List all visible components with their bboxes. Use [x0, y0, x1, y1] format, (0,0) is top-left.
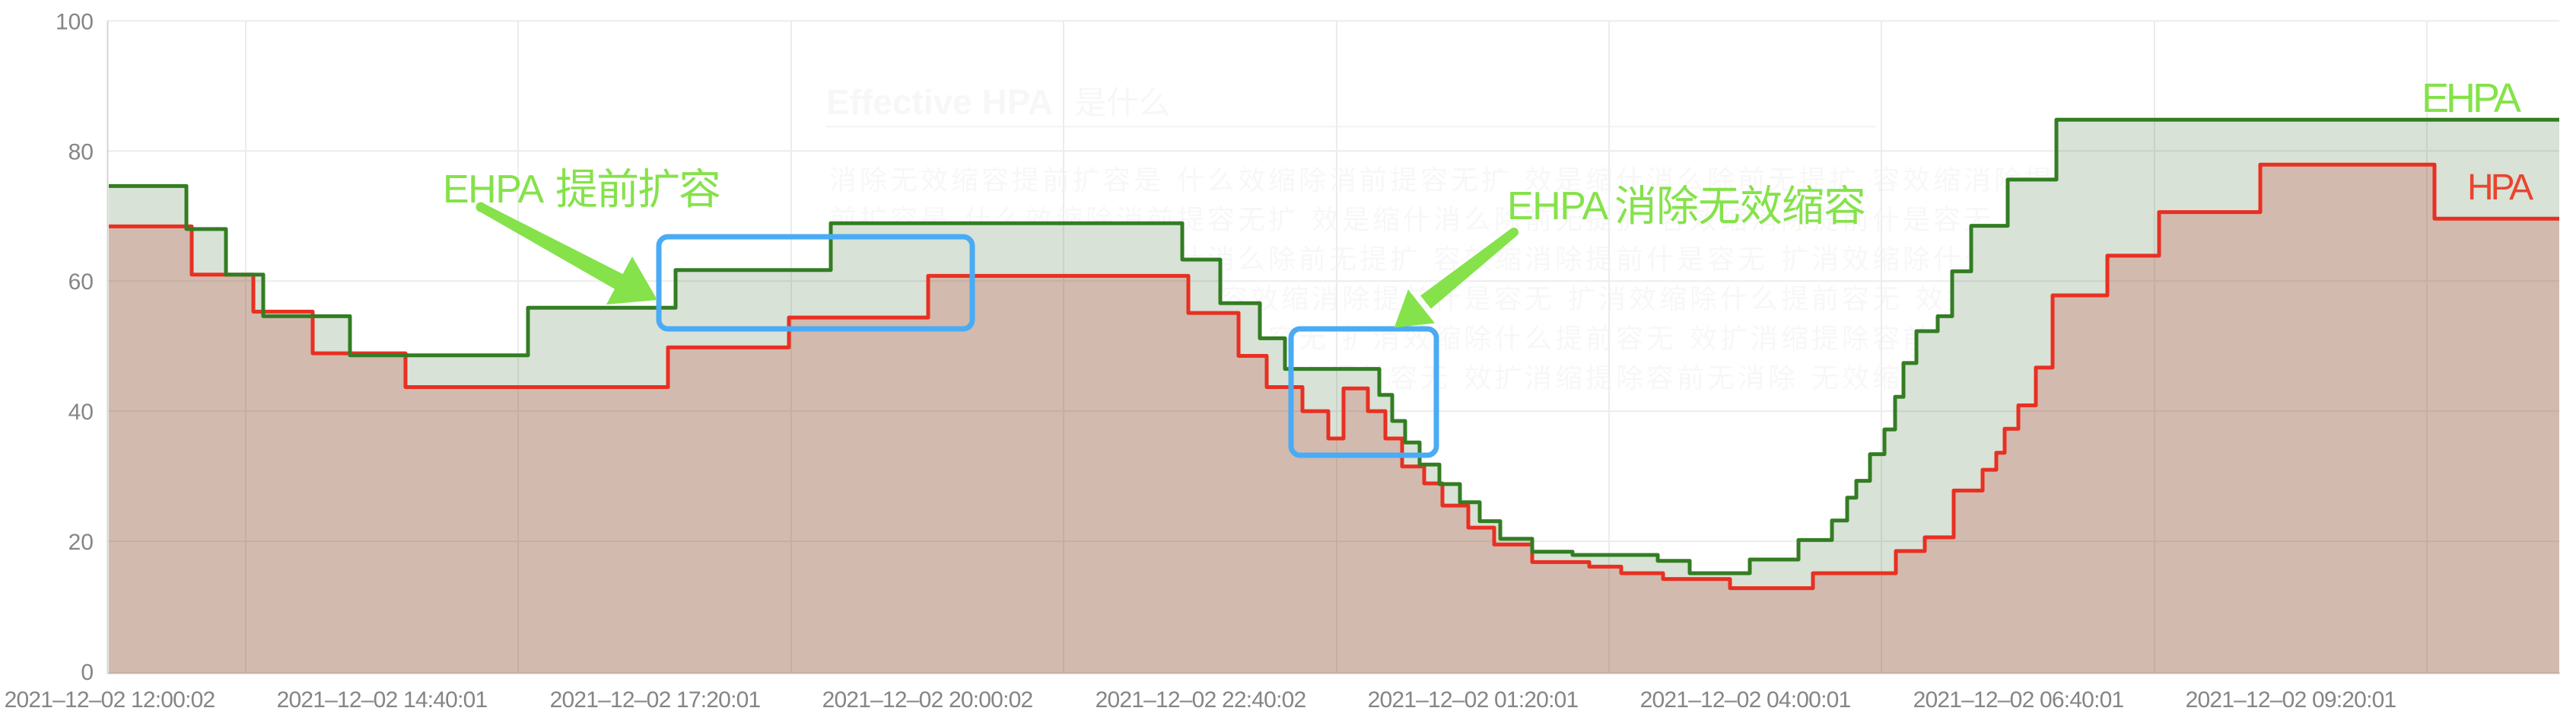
- svg-text:EHPA: EHPA: [443, 167, 545, 212]
- svg-text:20: 20: [68, 530, 94, 555]
- svg-text:2021–12–02 12:00:02: 2021–12–02 12:00:02: [5, 687, 215, 713]
- svg-text:EHPA: EHPA: [2422, 75, 2521, 121]
- svg-text:2021–12–02 09:20:01: 2021–12–02 09:20:01: [2186, 687, 2396, 713]
- svg-text:2021–12–02 06:40:01: 2021–12–02 06:40:01: [1913, 687, 2124, 713]
- svg-text:2021–12–02 20:00:02: 2021–12–02 20:00:02: [822, 687, 1033, 713]
- svg-text:100: 100: [56, 9, 94, 34]
- svg-text:2021–12–02 22:40:02: 2021–12–02 22:40:02: [1096, 687, 1306, 713]
- svg-text:2021–12–02 17:20:01: 2021–12–02 17:20:01: [550, 687, 761, 713]
- svg-text:0: 0: [81, 660, 94, 685]
- svg-text:2021–12–02 01:20:01: 2021–12–02 01:20:01: [1368, 687, 1579, 713]
- svg-text:HPA: HPA: [2467, 167, 2533, 208]
- svg-text:60: 60: [68, 269, 94, 295]
- svg-text:40: 40: [68, 400, 94, 425]
- svg-text:EHPA: EHPA: [1507, 184, 1609, 228]
- svg-text:2021–12–02 04:00:01: 2021–12–02 04:00:01: [1640, 687, 1851, 713]
- svg-text:2021–12–02 14:40:01: 2021–12–02 14:40:01: [277, 687, 488, 713]
- svg-text:Effective HPA: Effective HPA: [826, 82, 1053, 122]
- svg-text:80: 80: [68, 139, 94, 164]
